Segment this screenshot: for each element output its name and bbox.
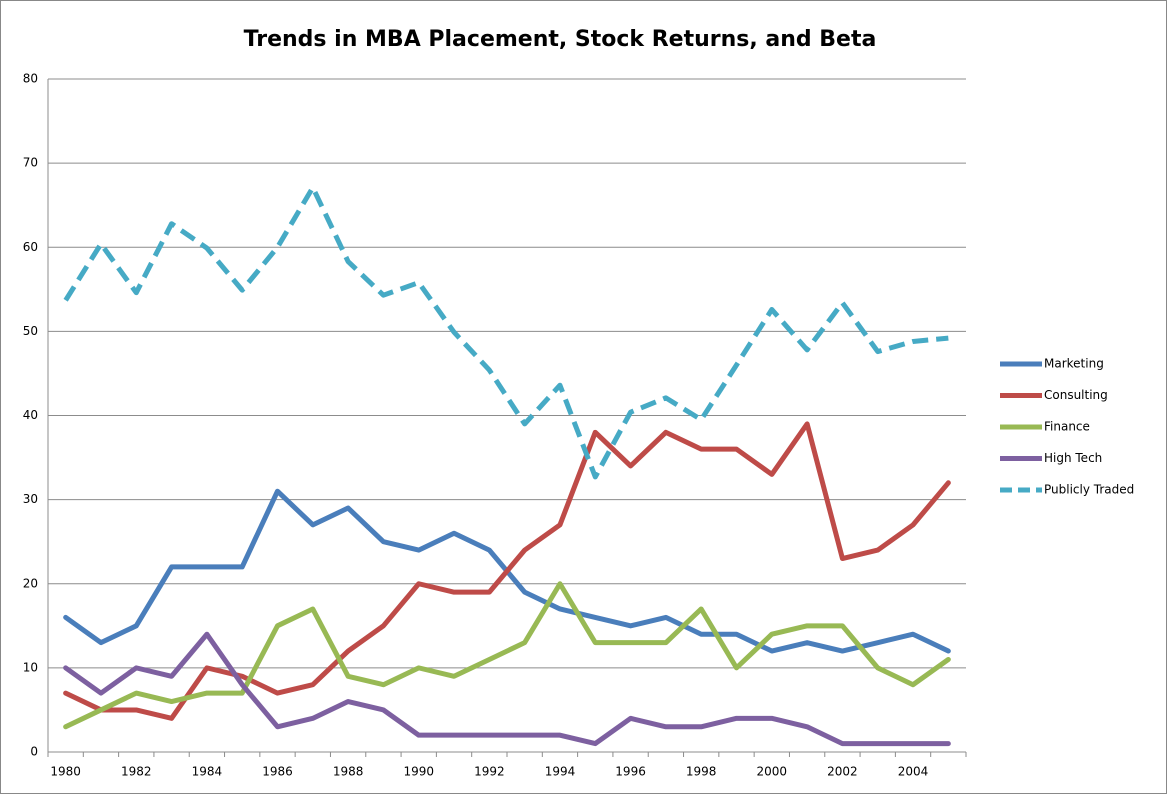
- series-line: [63, 185, 949, 480]
- x-tick-label: 2004: [898, 765, 929, 779]
- x-tick-label: 1982: [121, 765, 152, 779]
- x-tick-label: 1980: [50, 765, 81, 779]
- y-tick-label: 30: [23, 492, 38, 506]
- legend-label: High Tech: [1044, 451, 1102, 465]
- legend-label: Finance: [1044, 420, 1090, 434]
- y-tick-label: 20: [23, 576, 38, 590]
- legend-label: Publicly Traded: [1044, 483, 1134, 497]
- x-tick-label: 1996: [615, 765, 646, 779]
- y-tick-label: 70: [23, 156, 38, 170]
- series-line: [63, 581, 951, 730]
- legend-label: Marketing: [1044, 357, 1104, 371]
- x-tick-label: 1994: [545, 765, 576, 779]
- y-tick-label: 40: [23, 408, 38, 422]
- x-tick-label: 2002: [827, 765, 858, 779]
- series-line: [63, 421, 951, 721]
- chart-title: Trends in MBA Placement, Stock Returns, …: [244, 27, 877, 52]
- y-tick-label: 50: [23, 324, 38, 338]
- x-tick-label: 2000: [757, 765, 788, 779]
- x-tick-label: 1992: [474, 765, 505, 779]
- y-tick-label: 80: [23, 72, 38, 86]
- y-tick-label: 0: [30, 745, 38, 759]
- x-tick-label: 1986: [262, 765, 293, 779]
- x-tick-label: 1988: [333, 765, 364, 779]
- x-tick-label: 1990: [403, 765, 434, 779]
- x-tick-label: 1998: [686, 765, 717, 779]
- x-tick-label: 1984: [192, 765, 223, 779]
- y-tick-label: 60: [23, 240, 38, 254]
- y-tick-label: 10: [23, 660, 38, 674]
- legend-label: Consulting: [1044, 388, 1108, 402]
- series-line: [63, 631, 951, 747]
